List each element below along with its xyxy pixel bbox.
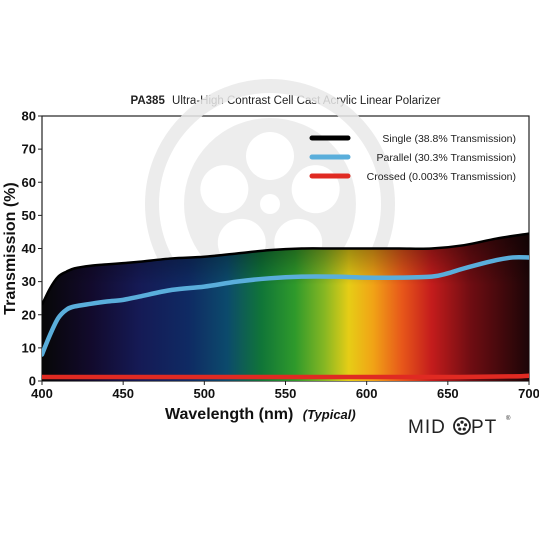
y-tick-label: 0 <box>29 374 36 389</box>
x-axis-title-main: Wavelength (nm) <box>165 406 293 423</box>
x-tick-label: 450 <box>112 386 134 401</box>
series-line-crossed <box>42 373 529 380</box>
x-tick-label: 400 <box>31 386 53 401</box>
legend-label: Crossed (0.003% Transmission) <box>367 171 516 183</box>
x-tick-label: 500 <box>193 386 215 401</box>
x-tick-label: 650 <box>437 386 459 401</box>
legend-label: Parallel (30.3% Transmission) <box>377 152 516 164</box>
y-tick-label: 60 <box>22 175 36 190</box>
brand-text-right: PT <box>471 417 497 438</box>
y-tick-label: 70 <box>22 142 36 157</box>
x-tick-label: 550 <box>275 386 297 401</box>
x-axis-title-note: (Typical) <box>303 407 356 422</box>
film-reel-o-icon <box>453 417 471 435</box>
x-tick-label: 700 <box>518 386 539 401</box>
y-tick-label: 20 <box>22 307 36 322</box>
y-axis-title: Transmission (%) <box>2 182 19 314</box>
y-tick-label: 80 <box>22 109 36 124</box>
y-tick-label: 10 <box>22 340 36 355</box>
midopt-logo: MID PT ® <box>408 415 511 438</box>
y-tick-label: 50 <box>22 208 36 223</box>
y-axis-ticks: 0 10 20 30 40 50 60 70 80 <box>22 109 42 389</box>
chart-title: PA385 Ultra-High Contrast Cell Cast Acry… <box>131 95 441 107</box>
brand-registered-mark: ® <box>506 415 511 422</box>
legend: Single (38.8% Transmission) Parallel (30.… <box>309 133 516 183</box>
legend-label: Single (38.8% Transmission) <box>382 133 516 145</box>
series-line-single <box>42 232 529 306</box>
single-transmission-shade <box>42 233 529 381</box>
x-axis-title: Wavelength (nm) (Typical) <box>165 406 356 423</box>
brand-text-left: MID <box>408 417 446 438</box>
y-tick-label: 30 <box>22 274 36 289</box>
series-line-parallel <box>42 254 529 357</box>
y-tick-label: 40 <box>22 241 36 256</box>
x-tick-label: 600 <box>356 386 378 401</box>
chart-title-rest: Ultra-High Contrast Cell Cast Acrylic Li… <box>172 95 441 107</box>
x-axis-ticks: 400 450 500 550 600 650 700 <box>31 381 539 401</box>
chart-title-bold: PA385 <box>131 95 166 107</box>
